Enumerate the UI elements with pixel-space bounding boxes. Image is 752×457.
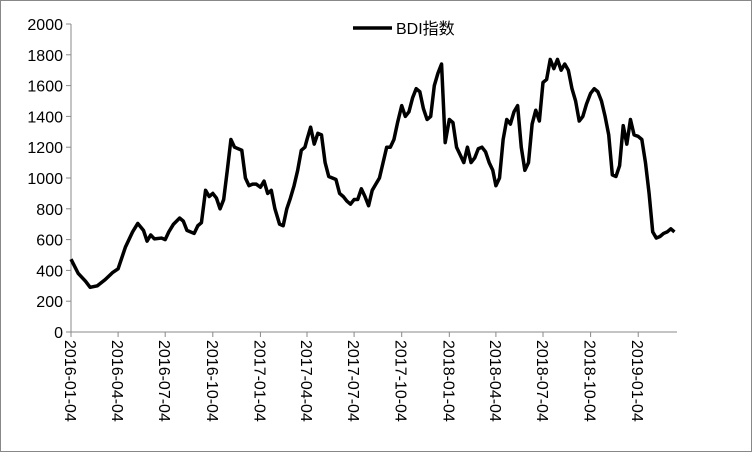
y-tick-label: 400: [36, 263, 63, 280]
y-tick-label: 2000: [27, 17, 63, 34]
x-tick-label: 2016-01-04: [61, 340, 78, 422]
y-tick-label: 0: [54, 325, 63, 342]
y-tick-label: 1400: [27, 109, 63, 126]
y-tick-label: 200: [36, 294, 63, 311]
x-tick-label: 2017-07-04: [344, 340, 361, 422]
x-tick-label: 2018-07-04: [533, 340, 550, 422]
x-tick-label: 2019-01-04: [628, 340, 645, 422]
x-tick-label: 2017-01-04: [250, 340, 267, 422]
x-tick-label: 2016-04-04: [108, 340, 125, 422]
y-tick-label: 1200: [27, 140, 63, 157]
x-tick-label: 2017-04-04: [297, 340, 314, 422]
x-tick-label: 2018-10-04: [581, 340, 598, 422]
x-tick-label: 2018-04-04: [486, 340, 503, 422]
x-tick-label: 2016-10-04: [203, 340, 220, 422]
y-tick-label: 600: [36, 233, 63, 250]
y-tick-label: 1600: [27, 79, 63, 96]
x-tick-label: 2016-07-04: [155, 340, 172, 422]
y-tick-label: 800: [36, 202, 63, 219]
x-tick-label: 2018-01-04: [439, 340, 456, 422]
x-tick-label: 2017-10-04: [392, 340, 409, 422]
legend-label: BDI指数: [396, 20, 455, 38]
y-tick-label: 1800: [27, 48, 63, 65]
line-series: [69, 57, 676, 290]
y-tick-label: 1000: [27, 171, 63, 188]
